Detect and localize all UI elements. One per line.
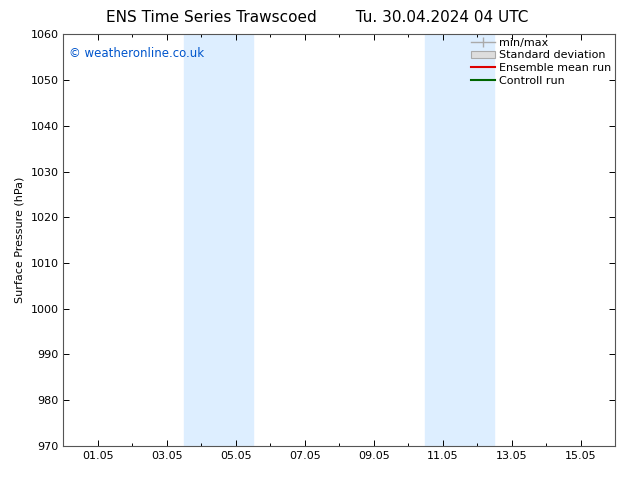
Bar bbox=[425, 34, 495, 446]
Text: © weatheronline.co.uk: © weatheronline.co.uk bbox=[69, 47, 204, 60]
Bar bbox=[184, 34, 253, 446]
Y-axis label: Surface Pressure (hPa): Surface Pressure (hPa) bbox=[15, 177, 25, 303]
Text: ENS Time Series Trawscoed        Tu. 30.04.2024 04 UTC: ENS Time Series Trawscoed Tu. 30.04.2024… bbox=[106, 10, 528, 25]
Legend: min/max, Standard deviation, Ensemble mean run, Controll run: min/max, Standard deviation, Ensemble me… bbox=[469, 35, 614, 88]
